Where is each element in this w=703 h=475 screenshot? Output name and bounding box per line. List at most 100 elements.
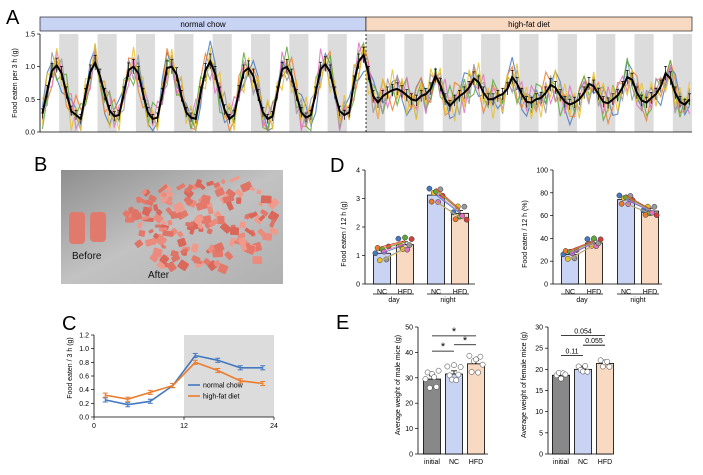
- x-tick-label: 12: [180, 423, 188, 430]
- data-point: [422, 376, 429, 382]
- pair-line: [381, 240, 406, 247]
- panel-e-male-chart: 0 10 20 30 40 50 initial NC HFD * * *: [405, 325, 488, 466]
- pellet-crumb: [183, 196, 194, 206]
- data-point: [404, 246, 411, 253]
- pellet-crumb: [145, 237, 157, 247]
- pellet-crumb: [137, 221, 143, 229]
- pellet-crumb: [138, 230, 146, 237]
- pair-line: [625, 198, 651, 211]
- pellet-crumb: [154, 224, 162, 228]
- y-tick-label: 0.5: [25, 97, 35, 104]
- pellet-crumb: [235, 189, 244, 198]
- pellet-crumb: [229, 175, 240, 183]
- data-point: [372, 250, 379, 257]
- pellet-crumb: [140, 215, 151, 221]
- pellet-crumb: [193, 259, 203, 265]
- panel-a-ylabel: Food eaten per 3 h (g): [12, 48, 19, 118]
- pellet-crumb: [176, 183, 186, 191]
- pellet-crumb: [177, 231, 184, 238]
- y-tick-label: 2: [356, 225, 360, 232]
- pellet-crumb: [248, 211, 258, 219]
- pellet-crumb: [220, 179, 226, 185]
- pair-line: [569, 242, 595, 254]
- pellet-crumb: [152, 213, 164, 224]
- y-tick-label: 60: [540, 213, 548, 220]
- category-label: HFD: [643, 289, 657, 296]
- y-tick-label: 5: [539, 430, 543, 437]
- pellet-crumb: [252, 256, 263, 264]
- pellet-crumb: [238, 237, 248, 247]
- pellet-crumb: [145, 199, 154, 206]
- group-label-day: day: [576, 297, 588, 304]
- group-label-night: night: [440, 297, 455, 304]
- pellet-crumb: [229, 237, 236, 247]
- pair-line: [381, 244, 406, 254]
- pellet-crumb: [190, 243, 199, 253]
- bar: [617, 199, 635, 285]
- category-label: NC: [565, 289, 575, 296]
- series-line: [105, 354, 263, 406]
- y-tick-label: 0: [356, 282, 360, 289]
- pellet-crumb: [170, 210, 182, 219]
- pellet-crumb: [267, 198, 280, 210]
- pellet-crumb: [212, 249, 224, 258]
- category-label: initial: [424, 459, 440, 466]
- y-tick-label: 20: [405, 401, 413, 408]
- dark-phase-shade: [366, 34, 386, 132]
- pellet-crumb: [213, 182, 220, 188]
- data-point: [475, 369, 482, 376]
- significance-star: *: [452, 326, 457, 338]
- bar: [451, 212, 469, 285]
- pellet-crumb: [153, 204, 159, 212]
- data-point: [406, 242, 413, 248]
- pellet-crumb: [160, 196, 168, 204]
- category-label: NC: [578, 459, 588, 466]
- y-tick-label: 0.6: [79, 374, 89, 381]
- data-point: [459, 213, 466, 219]
- category-label: NC: [377, 289, 387, 296]
- data-point: [466, 352, 473, 359]
- pellet-crumb: [170, 250, 179, 258]
- pellet-crumb: [224, 251, 234, 261]
- y-tick-label: 4: [356, 168, 360, 175]
- pellet-crumb: [241, 244, 248, 252]
- panel-a-chart: 0.0 0.5 1.0 1.5: [25, 32, 692, 137]
- pair-line: [625, 199, 651, 212]
- pellet-crumb: [172, 201, 185, 214]
- data-point: [604, 358, 611, 365]
- pellet-crumb: [141, 189, 148, 195]
- y-tick-label: 15: [535, 388, 543, 395]
- pellet-crumb: [217, 215, 225, 225]
- data-point: [455, 371, 462, 378]
- pair-line: [381, 241, 406, 249]
- pair-line: [435, 188, 461, 210]
- pellet-crumb: [177, 259, 190, 272]
- data-point: [479, 361, 486, 368]
- panel-letter-c: C: [62, 313, 76, 335]
- pellet-crumb: [225, 188, 236, 198]
- data-point: [426, 385, 433, 391]
- p-value-label: 0.11: [565, 348, 578, 355]
- data-point: [653, 212, 660, 218]
- data-point: [558, 375, 564, 382]
- y-tick-label: 30: [405, 375, 413, 382]
- pellet-crumb: [162, 230, 174, 237]
- category-label: NC: [449, 459, 459, 466]
- data-point: [468, 369, 475, 375]
- y-tick-label: 80: [540, 190, 548, 197]
- pair-line: [569, 244, 595, 259]
- pellet-crumb: [204, 258, 211, 265]
- data-point: [428, 198, 435, 205]
- panel-d1-ylabel: Food eaten / 12 h (g): [341, 201, 348, 266]
- data-point: [444, 363, 451, 370]
- data-point: [431, 374, 438, 380]
- pellet-crumb: [236, 197, 242, 204]
- pellet-crumb: [148, 229, 154, 234]
- data-point: [402, 234, 408, 241]
- y-tick-label: 25: [535, 346, 543, 353]
- pellet-crumb: [161, 244, 167, 249]
- pair-line: [435, 194, 461, 214]
- pellet-crumb: [269, 218, 276, 228]
